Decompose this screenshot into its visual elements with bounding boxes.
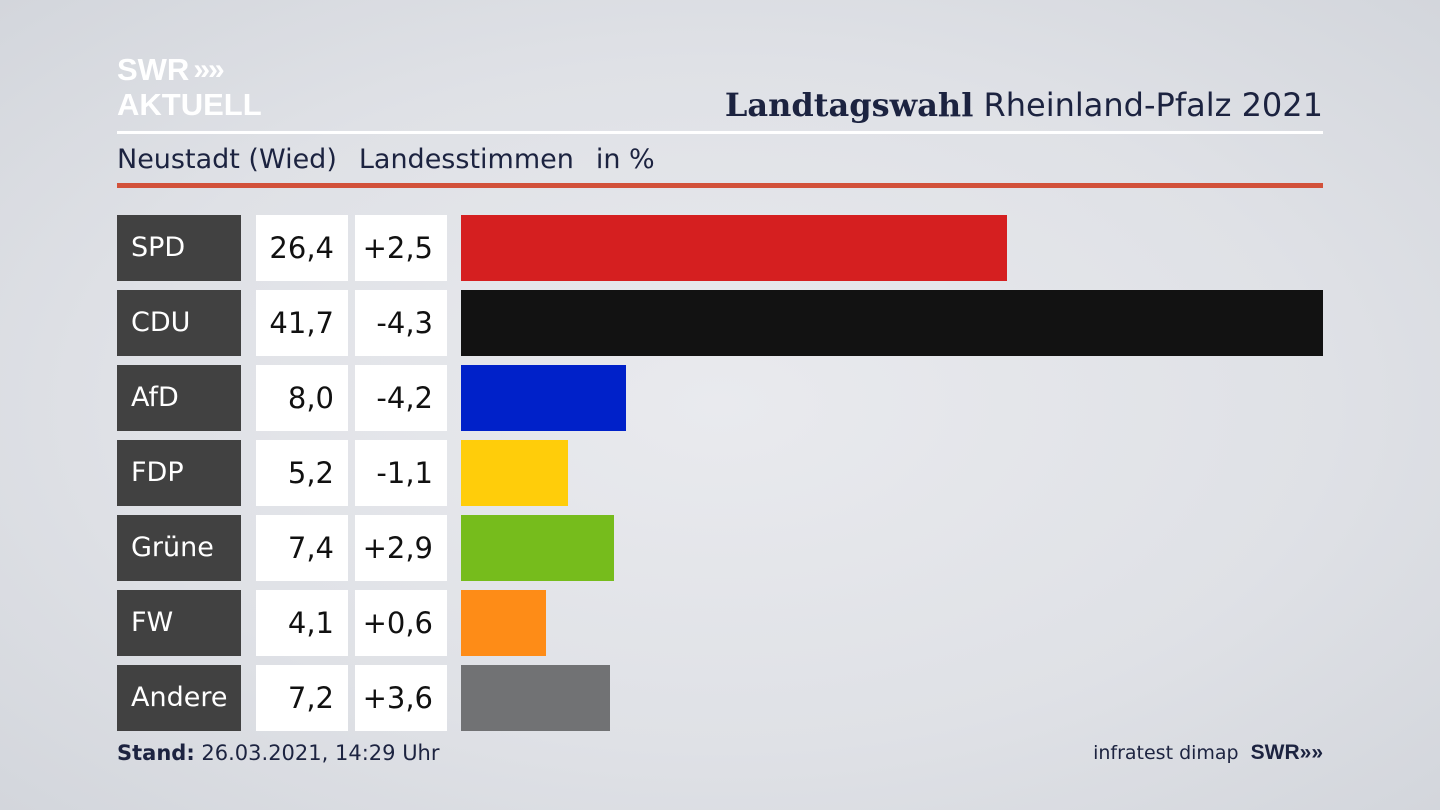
- logo-chevron-icon: »: [193, 52, 210, 86]
- logo-chevron-icon-2: »: [208, 52, 225, 86]
- page-title: Landtagswahl Rheinland-Pfalz 2021: [725, 86, 1323, 124]
- result-row: CDU 41,7 -4,3: [117, 290, 1323, 356]
- logo-swr-text: SWR: [117, 52, 190, 87]
- source-credit: infratest dimap SWR»»: [1093, 741, 1323, 765]
- unit-label: in %: [595, 144, 655, 175]
- vote-share-value: 7,2: [256, 665, 348, 731]
- swr-aktuell-logo: SWR » » AKTUELL: [117, 54, 262, 120]
- party-label: CDU: [117, 290, 241, 356]
- result-row: AfD 8,0 -4,2: [117, 365, 1323, 431]
- party-label: FDP: [117, 440, 241, 506]
- result-row: FW 4,1 +0,6: [117, 590, 1323, 656]
- stand-value: 26.03.2021, 14:29 Uhr: [201, 741, 440, 765]
- result-bar: [461, 515, 614, 581]
- header-divider: [117, 131, 1323, 134]
- result-bar: [461, 665, 610, 731]
- party-label: SPD: [117, 215, 241, 281]
- result-row: SPD 26,4 +2,5: [117, 215, 1323, 281]
- logo-aktuell-text: AKTUELL: [117, 87, 262, 122]
- party-label: Grüne: [117, 515, 241, 581]
- district-label: Neustadt (Wied): [117, 144, 337, 175]
- swr-logo: SWR»»: [1251, 741, 1323, 765]
- party-label: Andere: [117, 665, 241, 731]
- vote-share-value: 7,4: [256, 515, 348, 581]
- title-bold: Landtagswahl: [724, 86, 974, 124]
- vote-change-value: -4,3: [355, 290, 447, 356]
- vote-change-value: -4,2: [355, 365, 447, 431]
- swr-chevron-icon-2: »: [1311, 741, 1323, 764]
- result-bar: [461, 590, 546, 656]
- vote-change-value: +3,6: [355, 665, 447, 731]
- accent-rule: [117, 183, 1323, 188]
- result-row: FDP 5,2 -1,1: [117, 440, 1323, 506]
- vote-change-value: +2,5: [355, 215, 447, 281]
- result-bar: [461, 440, 568, 506]
- vote-change-value: +0,6: [355, 590, 447, 656]
- party-label: FW: [117, 590, 241, 656]
- party-label: AfD: [117, 365, 241, 431]
- stand-label: Stand:: [117, 741, 195, 765]
- source-label: infratest dimap: [1093, 742, 1239, 764]
- vote-share-value: 4,1: [256, 590, 348, 656]
- swr-brand-text: SWR: [1250, 741, 1300, 764]
- result-bar: [461, 290, 1323, 356]
- result-bar: [461, 365, 626, 431]
- result-row: Andere 7,2 +3,6: [117, 665, 1323, 731]
- subtitle-row: Neustadt (Wied) Landesstimmen in %: [117, 144, 655, 175]
- title-rest: Rheinland-Pfalz 2021: [983, 86, 1323, 124]
- vote-share-value: 8,0: [256, 365, 348, 431]
- vote-share-value: 41,7: [256, 290, 348, 356]
- result-bar: [461, 215, 1007, 281]
- vote-share-value: 26,4: [256, 215, 348, 281]
- swr-chevron-icon: »: [1299, 741, 1312, 764]
- result-row: Grüne 7,4 +2,9: [117, 515, 1323, 581]
- vote-share-value: 5,2: [256, 440, 348, 506]
- vote-change-value: -1,1: [355, 440, 447, 506]
- vote-change-value: +2,9: [355, 515, 447, 581]
- vote-type-label: Landesstimmen: [358, 144, 574, 175]
- timestamp: Stand: 26.03.2021, 14:29 Uhr: [117, 741, 440, 765]
